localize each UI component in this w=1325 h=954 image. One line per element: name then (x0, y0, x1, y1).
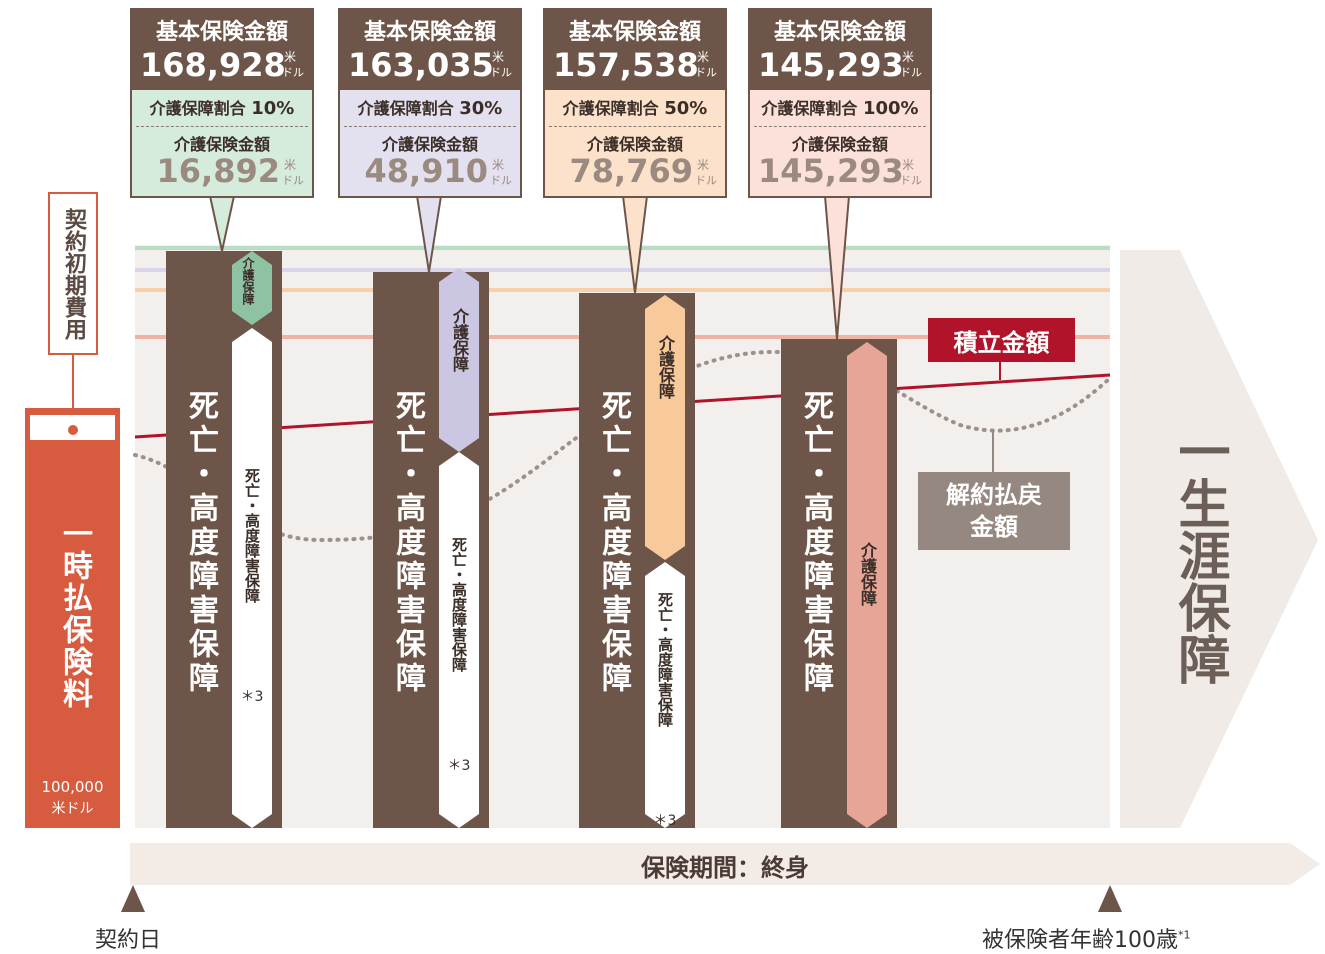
start-label: 契約日 (95, 928, 162, 953)
unit-bottom: ドル (282, 66, 304, 79)
callout-bottom (748, 90, 932, 198)
unit-bottom: ドル (282, 174, 304, 187)
callout-bottom (338, 90, 522, 198)
ratio-label: 介護保障割合 (149, 99, 246, 118)
care-amount: 16,892 (156, 152, 280, 190)
premium-amount: 100,000 (41, 778, 104, 796)
care-amount: 145,293 (758, 152, 904, 190)
dot (68, 425, 78, 435)
ratio-row: 介護保障割合 100% (750, 95, 930, 119)
unit-top: 米 (492, 158, 505, 172)
ratio-label: 介護保障割合 (562, 99, 659, 118)
callout-top (130, 8, 314, 90)
basic-label: 基本保険金額 (363, 20, 496, 45)
initial-cost-label: 契約初期費用 (48, 192, 98, 355)
sub-bar (232, 328, 272, 828)
unit-top: 米 (284, 158, 297, 172)
premium-unit: 米ドル (51, 801, 94, 817)
period-label: 保険期間：終身 (641, 854, 809, 882)
unit-bottom: ドル (900, 66, 922, 79)
callout-top (338, 8, 522, 90)
callout-top (748, 8, 932, 90)
ratio: 50% (664, 98, 708, 119)
sub-label: 死亡・高度障害保障 (450, 537, 468, 672)
death-label: 死亡・高度障害保障 (390, 390, 425, 696)
accumulation-label: 積立金額 (928, 318, 1075, 362)
death-label: 死亡・高度障害保障 (596, 390, 631, 696)
unit-top: 米 (284, 50, 297, 64)
death-label: 死亡・高度障害保障 (183, 390, 218, 696)
care-amount: 48,910 (364, 152, 488, 190)
basic-label: 基本保険金額 (155, 20, 288, 45)
basic-label: 基本保険金額 (773, 20, 906, 45)
basic-amount: 163,035 (348, 46, 494, 84)
care-label: 介護保険金額 (586, 135, 683, 154)
ratio-label: 介護保障割合 (761, 99, 858, 118)
lifetime-label: 一生涯保障 (1169, 425, 1229, 685)
care-bar (232, 251, 272, 325)
premium-block: 一時払保険料 100,000 米ドル (25, 408, 120, 828)
end-label: 被保険者年齢100歳*1 (982, 922, 1191, 954)
premium-label: 一時払保険料 (57, 518, 92, 710)
unit-top: 米 (697, 50, 710, 64)
pointer (208, 195, 236, 252)
unit-bottom: ドル (695, 66, 717, 79)
care-amount: 78,769 (569, 152, 693, 190)
care-bar (645, 295, 685, 560)
unit-bottom: ドル (490, 174, 512, 187)
basic-amount: 145,293 (758, 46, 904, 84)
death-label: 死亡・高度障害保障 (798, 390, 833, 696)
unit-top: 米 (492, 50, 505, 64)
separator (136, 126, 308, 127)
care-label: 介護保険金額 (173, 135, 270, 154)
sub-bar (645, 562, 685, 828)
separator (754, 126, 926, 127)
unit-bottom: ドル (900, 174, 922, 187)
end-note: *1 (1178, 928, 1191, 942)
ratio-row: 介護保障割合 50% (545, 95, 725, 119)
care-bar-label: 介護保障 (450, 308, 469, 372)
note: ＊3 (653, 813, 677, 829)
ratio: 10% (251, 98, 295, 119)
ratio-label: 介護保障割合 (357, 99, 454, 118)
care-bar-label: 介護保障 (858, 542, 877, 606)
sub-label: 死亡・高度障害保障 (243, 468, 261, 603)
ratio: 100% (862, 98, 919, 119)
callout-bottom (130, 90, 314, 198)
basic-amount: 157,538 (553, 46, 699, 84)
care-bar-label: 介護保障 (241, 257, 255, 305)
separator (344, 126, 516, 127)
care-label: 介護保険金額 (791, 135, 888, 154)
unit-top: 米 (902, 158, 915, 172)
unit-bottom: ドル (490, 66, 512, 79)
care-bar (439, 268, 479, 452)
unit-bottom: ドル (695, 174, 717, 187)
sub-label: 死亡・高度障害保障 (656, 592, 674, 727)
note: ＊3 (447, 758, 471, 774)
care-bar (847, 342, 887, 828)
ratio-row: 介護保障割合 30% (340, 95, 520, 119)
callout-top (543, 8, 727, 90)
end-text: 被保険者年齢100歳 (982, 928, 1178, 953)
ratio: 30% (459, 98, 503, 119)
note: ＊3 (240, 689, 264, 705)
sub-bar (439, 452, 479, 828)
care-label: 介護保険金額 (381, 135, 478, 154)
surrender-label: 解約払戻金額 (918, 472, 1070, 550)
basic-label: 基本保険金額 (568, 20, 701, 45)
basic-amount: 168,928 (140, 46, 286, 84)
unit-top: 米 (697, 158, 710, 172)
ratio-row: 介護保障割合 10% (132, 95, 312, 119)
unit-top: 米 (902, 50, 915, 64)
callout-bottom (543, 90, 727, 198)
separator (549, 126, 721, 127)
care-bar-label: 介護保障 (656, 335, 675, 399)
